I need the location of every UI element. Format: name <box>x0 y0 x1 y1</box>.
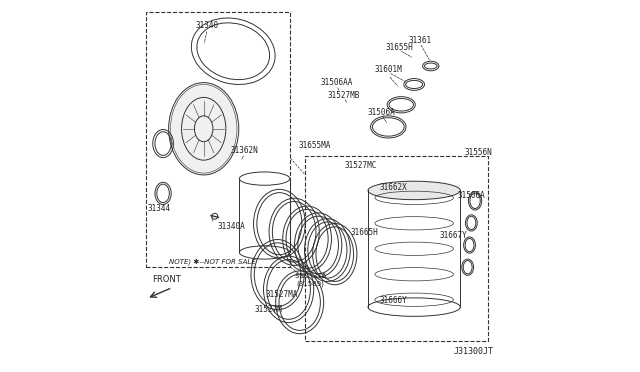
Text: 31556N: 31556N <box>465 148 493 157</box>
Text: 31527MB: 31527MB <box>328 91 360 100</box>
Text: 31655MA: 31655MA <box>298 141 331 150</box>
Circle shape <box>212 213 218 219</box>
Bar <box>147 13 291 267</box>
Text: 31506AA: 31506AA <box>321 78 353 87</box>
Text: NOTE) ✱--NOT FOR SALE: NOTE) ✱--NOT FOR SALE <box>168 259 255 265</box>
Text: 31662X: 31662X <box>380 183 408 192</box>
Text: 31527MC: 31527MC <box>344 161 377 170</box>
Text: 31362N: 31362N <box>230 147 258 155</box>
Ellipse shape <box>168 83 239 175</box>
Text: 31340: 31340 <box>196 21 219 30</box>
Text: 31666Y: 31666Y <box>380 296 408 305</box>
Text: SEC. 315
(31589): SEC. 315 (31589) <box>295 273 326 287</box>
Text: FRONT: FRONT <box>152 275 181 284</box>
Text: 31527MA: 31527MA <box>265 291 298 299</box>
Text: 31667Y: 31667Y <box>439 231 467 240</box>
Text: 31361: 31361 <box>408 36 431 45</box>
Text: 31340A: 31340A <box>218 222 245 231</box>
Text: 31344: 31344 <box>148 203 171 213</box>
Text: J31300JT: J31300JT <box>454 347 493 356</box>
Text: 31506A: 31506A <box>458 191 485 200</box>
Bar <box>305 157 488 341</box>
Text: 31527M: 31527M <box>255 305 282 314</box>
Text: 31655H: 31655H <box>385 43 413 52</box>
Text: 31506A: 31506A <box>367 108 395 117</box>
Text: 31601M: 31601M <box>374 65 402 74</box>
Ellipse shape <box>368 181 460 200</box>
Text: 31665H: 31665H <box>351 228 378 237</box>
